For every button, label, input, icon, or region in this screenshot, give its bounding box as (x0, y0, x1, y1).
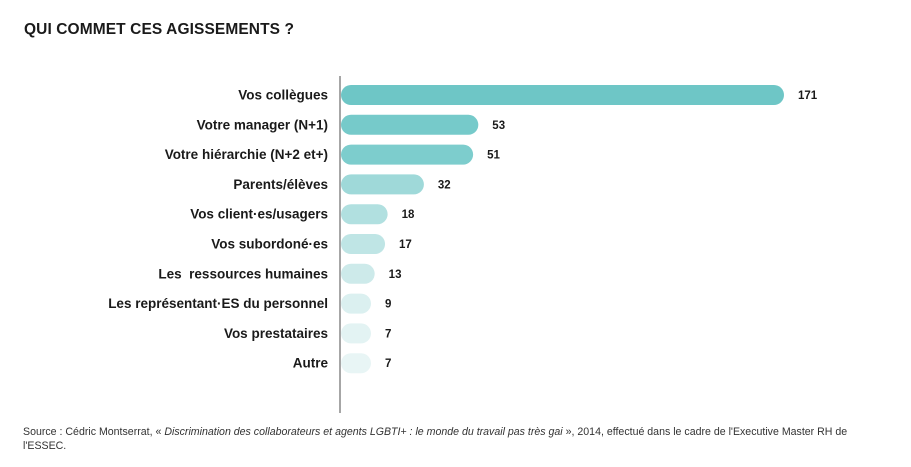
value-label: 51 (487, 150, 500, 162)
bar (341, 204, 388, 225)
category-label: Votre hiérarchie (N+2 et+) (165, 147, 328, 162)
bar (341, 323, 371, 344)
bar (341, 234, 386, 254)
value-label: 7 (385, 358, 391, 370)
bar (341, 353, 371, 374)
source-suffix: », 2014, effectué dans le cadre de l'Exe… (23, 426, 848, 452)
value-label: 17 (399, 239, 412, 251)
value-label: 53 (492, 120, 505, 132)
category-label: Vos subordoné·es (211, 237, 328, 252)
category-label: Vos prestataires (224, 326, 328, 341)
bar (341, 263, 375, 284)
category-label: Votre manager (N+1) (197, 117, 328, 132)
category-label: Vos client·es/usagers (190, 207, 328, 222)
source-note: Source : Cédric Montserrat, « Discrimina… (23, 425, 893, 453)
category-label: Parents/élèves (233, 177, 328, 192)
value-label: 13 (389, 269, 402, 281)
bar-chart: Vos collègues 171 Votre manager (N+1) 53 Vot… (108, 76, 818, 413)
source-title: Discrimination des collaborateurs et age… (164, 426, 563, 438)
category-label: Autre (293, 356, 329, 371)
bar (341, 114, 479, 135)
bar (341, 85, 784, 105)
category-label: Les ressources humaines (158, 266, 328, 281)
value-label: 18 (402, 209, 415, 221)
value-label: 32 (438, 179, 451, 191)
source-prefix: Source : Cédric Montserrat, « (23, 426, 165, 438)
value-label: 171 (798, 90, 818, 102)
value-label: 9 (385, 299, 391, 311)
bar (341, 293, 371, 314)
category-label: Les représentant·ES du personnel (108, 296, 328, 311)
value-label: 7 (385, 328, 391, 340)
bar (341, 174, 424, 195)
chart-title: QUI COMMET CES AGISSEMENTS ? (24, 21, 295, 38)
category-label: Vos collègues (238, 88, 328, 103)
bar (341, 144, 474, 165)
